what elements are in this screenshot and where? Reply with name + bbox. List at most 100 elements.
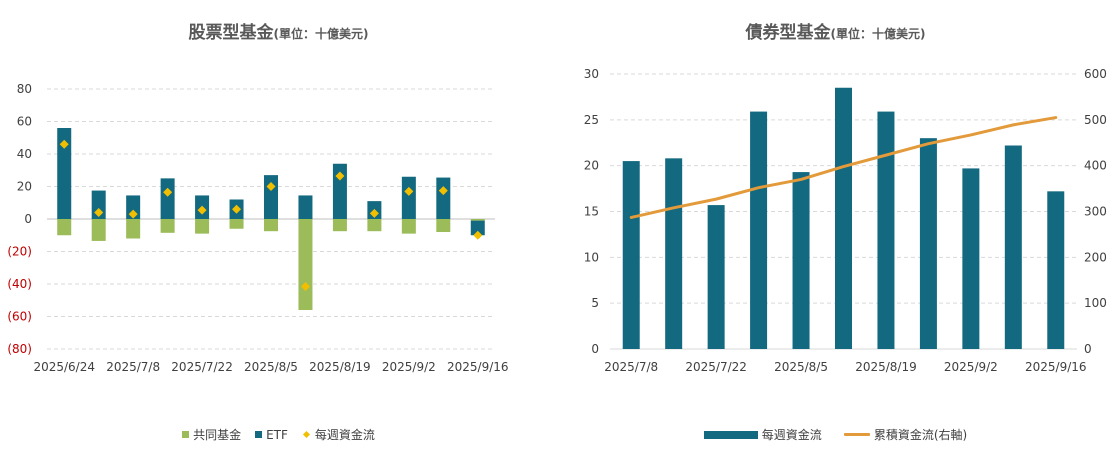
y2-tick-label: 300: [1084, 205, 1107, 219]
marker-weekly-flow: [128, 209, 138, 219]
y-tick-label: 30: [584, 67, 599, 81]
y-tick-label: 0: [24, 212, 32, 226]
equity-fund-chart: 80 60 40 20 0 (20) (40) (60) (80)2025/6/24 2025/7…: [7, 82, 508, 374]
bar-weekly-flow: [919, 138, 937, 349]
x-tick-label: 2025/8/5: [244, 360, 298, 374]
bar-etf: [436, 177, 451, 219]
bar-weekly-flow: [665, 158, 683, 349]
y2-tick-label: 100: [1084, 296, 1107, 310]
bar-etf: [160, 178, 175, 219]
y-tick-label: 60: [17, 115, 32, 129]
y-tick-label: 5: [591, 296, 599, 310]
marker-weekly-flow: [163, 187, 173, 197]
y2-tick-label: 0: [1084, 342, 1092, 356]
legend-item-cumulative-flow: 累積資金流(右軸): [843, 426, 968, 443]
bar-mutual-fund: [91, 219, 106, 241]
x-tick-label: 2025/7/22: [171, 360, 233, 374]
bar-etf: [298, 195, 313, 219]
bar-weekly-flow: [707, 205, 725, 349]
bar-etf: [470, 220, 485, 236]
y-tick-label: 20: [17, 180, 32, 194]
marker-weekly-flow: [438, 186, 448, 196]
legend-label: 每週資金流: [761, 428, 822, 442]
bar-weekly-flow: [835, 87, 852, 349]
x-tick-label: 2025/9/2: [382, 360, 436, 374]
x-tick-label: 2025/9/16: [1025, 360, 1087, 374]
legend-label: 累積資金流(右軸): [873, 428, 968, 442]
bar-etf: [57, 128, 72, 219]
legend-label: 共同基金: [193, 428, 242, 442]
bar-etf: [126, 195, 141, 219]
marker-weekly-flow: [473, 230, 483, 240]
marker-weekly-flow: [94, 208, 104, 217]
x-tick-label: 2025/8/19: [855, 360, 917, 374]
bar-mutual-fund: [401, 219, 416, 234]
bar-mutual-fund: [332, 219, 347, 232]
bar-mutual-fund: [264, 219, 278, 232]
y-tick-label: 40: [17, 147, 32, 161]
bar-mutual-fund: [160, 219, 175, 233]
y-tick-label: 25: [584, 113, 599, 127]
bar-weekly-flow: [1047, 191, 1065, 349]
bar-etf: [264, 175, 278, 219]
legend-label: ETF: [266, 427, 288, 442]
chart-title-unit: (單位：十億美元): [830, 27, 926, 41]
bar-mutual-fund: [195, 219, 210, 234]
chart-legend: 每週資金流 累積資金流(右軸): [557, 426, 1114, 443]
marker-weekly-flow: [59, 139, 69, 149]
x-tick-label: 2025/8/5: [774, 360, 828, 374]
bond-fund-chart-panel: 債券型基金(單位：十億美元) 0 5 10 15 20 25 30 0 100 200 300 400…: [557, 0, 1114, 450]
y-tick-label: 10: [584, 250, 599, 264]
chart-title: 債券型基金(單位：十億美元): [557, 18, 1114, 43]
x-tick-label: 2025/7/8: [604, 360, 658, 374]
bar-etf: [332, 163, 347, 219]
legend-swatch-orange-line: [843, 433, 870, 436]
legend-swatch-diamond: [302, 430, 310, 439]
x-tick-label: 2025/8/19: [309, 360, 371, 374]
bar-mutual-fund: [470, 219, 485, 221]
y2-tick-label: 200: [1084, 250, 1107, 264]
x-tick-label: 2025/7/8: [106, 360, 160, 374]
legend-item-weekly-flow: 每週資金流: [703, 426, 822, 443]
bar-weekly-flow: [792, 172, 810, 349]
chart-title-main: 債券型基金: [745, 23, 831, 43]
bar-weekly-flow: [750, 111, 768, 349]
y-tick-label: (60): [7, 310, 32, 324]
bar-weekly-flow: [622, 161, 640, 349]
y2-tick-label: 600: [1084, 67, 1107, 81]
legend-item-mutual-funds: 共同基金: [182, 426, 241, 443]
bar-mutual-fund: [229, 219, 244, 229]
marker-weekly-flow: [232, 204, 242, 214]
marker-weekly-flow: [369, 208, 379, 218]
chart-legend: 共同基金 ETF 每週資金流: [0, 426, 557, 443]
bar-weekly-flow: [877, 111, 895, 349]
marker-weekly-flow: [404, 186, 414, 196]
chart-title-unit: (單位：十億美元): [273, 27, 369, 41]
y-tick-label: 0: [591, 342, 599, 356]
chart-title: 股票型基金(單位：十億美元): [0, 18, 557, 43]
y2-tick-label: 500: [1084, 113, 1107, 127]
chart-title-main: 股票型基金: [188, 23, 274, 43]
y-tick-label: (80): [7, 342, 32, 356]
equity-fund-chart-panel: 股票型基金(單位：十億美元) 80 60 40 20 0 (20) (40) (60) (80)…: [0, 18, 557, 443]
legend-item-etf: ETF: [255, 428, 288, 442]
legend-swatch-teal-bar: [703, 430, 758, 439]
legend-swatch-green: [182, 431, 190, 438]
marker-weekly-flow: [266, 182, 276, 191]
y-tick-label: 80: [17, 82, 32, 96]
bar-mutual-fund: [367, 219, 382, 232]
marker-weekly-flow: [335, 171, 345, 181]
bar-mutual-fund: [436, 219, 451, 232]
bar-mutual-fund: [298, 219, 313, 310]
y-tick-label: 20: [584, 159, 599, 173]
legend-label: 每週資金流: [314, 428, 375, 442]
y-tick-label: (40): [7, 277, 32, 291]
legend-swatch-teal: [255, 431, 263, 438]
legend-item-weekly-flow: 每週資金流: [302, 426, 375, 443]
x-tick-label: 2025/7/22: [685, 360, 747, 374]
y-tick-label: 15: [584, 205, 599, 219]
x-tick-label: 2025/9/2: [944, 360, 998, 374]
line-cumulative-flow: [629, 116, 1058, 219]
bar-mutual-fund: [57, 219, 72, 236]
